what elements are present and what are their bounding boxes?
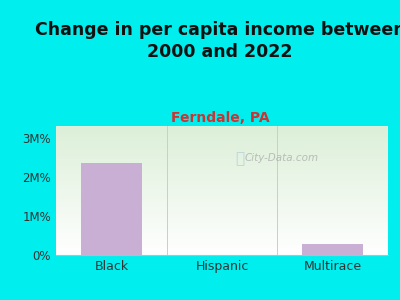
Bar [81, 163, 142, 255]
Bar [302, 244, 363, 255]
Text: City-Data.com: City-Data.com [245, 153, 319, 163]
Text: Ferndale, PA: Ferndale, PA [171, 111, 269, 125]
Text: ⓘ: ⓘ [236, 151, 245, 166]
Text: Change in per capita income between
2000 and 2022: Change in per capita income between 2000… [35, 21, 400, 61]
